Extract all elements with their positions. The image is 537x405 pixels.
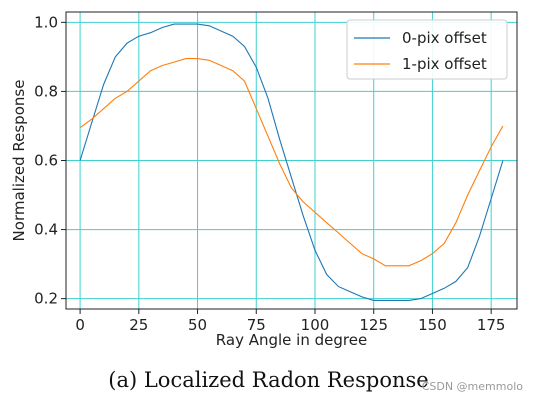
- axis-ticks: 0 25 50 75 100 125 150 175 0.2 0.4 0.6 0.8 1.0: [34, 13, 505, 334]
- y-tick-label: 1.0: [34, 13, 58, 31]
- x-axis-label: Ray Angle in degree: [216, 331, 367, 349]
- x-tick-label: 50: [188, 316, 207, 334]
- y-tick-label: 0.8: [34, 82, 58, 100]
- figure-caption: (a) Localized Radon Response: [108, 368, 429, 392]
- legend-label-1-pix-offset: 1-pix offset: [402, 55, 487, 73]
- watermark: CSDN @memmolo: [421, 380, 523, 393]
- y-tick-label: 0.4: [34, 221, 58, 239]
- y-tick-label: 0.6: [34, 152, 58, 170]
- x-tick-label: 0: [75, 316, 85, 334]
- legend: 0-pix offset 1-pix offset: [346, 19, 508, 80]
- x-tick-label: 75: [247, 316, 266, 334]
- y-axis-label: Normalized Response: [10, 80, 28, 242]
- series-lines: [79, 23, 504, 301]
- x-tick-label: 175: [477, 316, 506, 334]
- x-tick-label: 25: [129, 316, 148, 334]
- series-line-1-pix-offset: [79, 58, 504, 267]
- legend-label-0-pix-offset: 0-pix offset: [402, 29, 487, 47]
- x-tick-label: 125: [359, 316, 388, 334]
- series-line-0-pix-offset: [79, 23, 504, 301]
- x-tick-label: 100: [301, 316, 330, 334]
- y-tick-label: 0.2: [34, 290, 58, 308]
- x-tick-label: 150: [418, 316, 447, 334]
